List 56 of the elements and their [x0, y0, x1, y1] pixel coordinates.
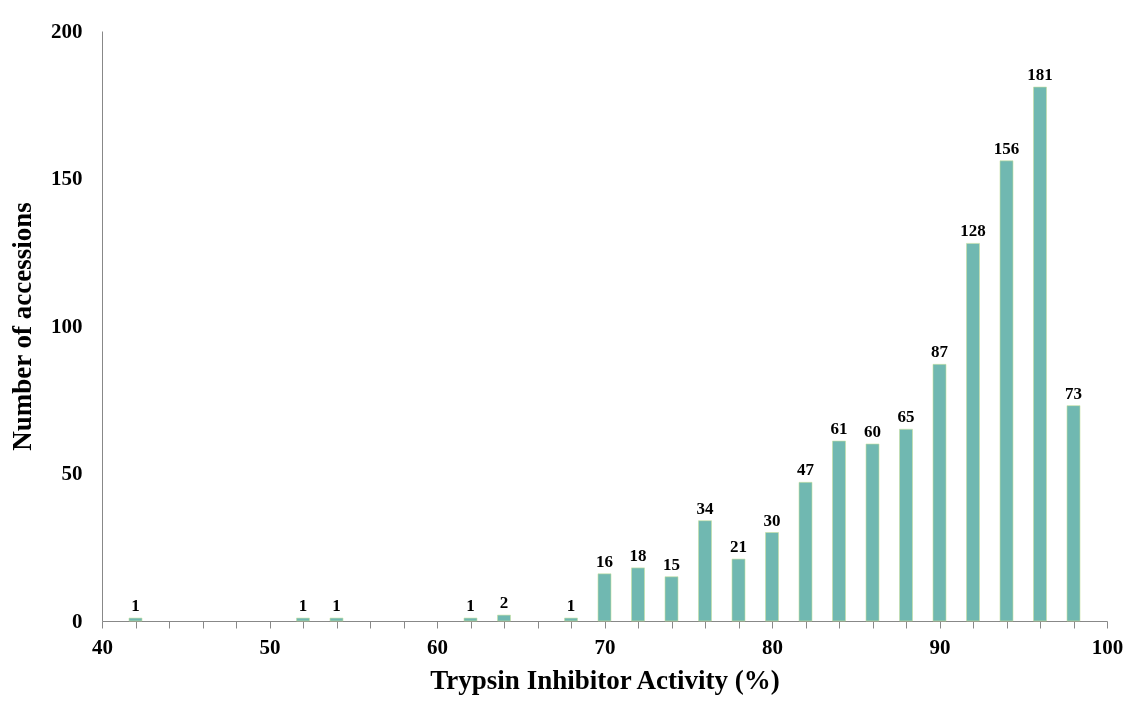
bar	[664, 576, 679, 622]
bar	[899, 428, 913, 622]
data-label: 73	[1065, 383, 1082, 403]
data-label: 34	[696, 498, 714, 518]
data-label: 1	[466, 596, 475, 616]
bar	[1033, 86, 1047, 622]
data-label: 2	[499, 593, 509, 613]
data-label: 1	[131, 596, 140, 616]
bar	[698, 520, 712, 622]
bar	[765, 532, 779, 622]
y-tick-label: 200	[51, 18, 83, 43]
data-label: 181	[1027, 65, 1053, 85]
x-tick-label: 70	[594, 634, 616, 659]
data-label: 1	[566, 596, 576, 616]
bar	[865, 443, 880, 622]
x-tick-label: 60	[427, 634, 448, 659]
data-label: 60	[864, 422, 881, 441]
data-label: 87	[931, 342, 949, 362]
data-label: 65	[897, 407, 915, 427]
bar	[463, 617, 478, 622]
x-axis-title: Trypsin Inhibitor Activity (%)	[430, 664, 780, 695]
bar	[631, 567, 645, 622]
bar	[1066, 405, 1081, 622]
y-tick-label: 50	[61, 461, 83, 485]
bar	[832, 440, 846, 622]
data-label: 21	[730, 537, 747, 557]
bar	[128, 617, 143, 622]
data-label: 156	[993, 138, 1020, 158]
x-tick-label: 40	[92, 634, 113, 659]
data-label: 15	[663, 554, 680, 574]
y-tick-label: 0	[72, 608, 83, 633]
data-label: 18	[629, 545, 647, 565]
bar	[296, 617, 310, 622]
data-label: 30	[763, 510, 781, 530]
bar	[329, 617, 344, 622]
data-label: 16	[596, 551, 613, 571]
y-axis-title: Number of accessions	[7, 202, 37, 451]
y-tick-label: 150	[51, 166, 83, 190]
y-tick-label: 100	[51, 313, 83, 338]
bar	[731, 558, 746, 622]
x-tick-label: 100	[1091, 634, 1124, 659]
x-tick-label: 90	[929, 634, 951, 659]
data-label: 128	[960, 221, 986, 241]
bar	[932, 364, 947, 622]
bar	[999, 160, 1014, 622]
bar	[597, 573, 612, 622]
bar	[497, 614, 511, 622]
bar	[798, 482, 813, 622]
x-tick-label: 80	[762, 634, 783, 659]
data-label: 1	[298, 596, 308, 616]
bar	[966, 243, 980, 622]
data-label: 1	[332, 596, 341, 616]
data-label: 61	[830, 419, 848, 439]
bar	[564, 617, 578, 622]
data-label: 47	[797, 460, 815, 480]
x-tick-label: 50	[259, 634, 281, 659]
